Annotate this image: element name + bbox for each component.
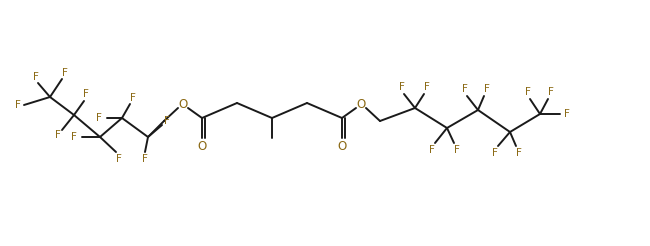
Text: O: O — [198, 140, 207, 154]
Text: O: O — [178, 98, 188, 111]
Text: O: O — [337, 140, 346, 154]
Text: F: F — [164, 116, 170, 126]
Text: F: F — [15, 100, 21, 110]
Text: F: F — [564, 109, 570, 119]
Text: F: F — [484, 84, 490, 94]
Text: F: F — [399, 82, 405, 92]
Text: F: F — [462, 84, 468, 94]
Text: O: O — [356, 98, 365, 111]
Text: F: F — [492, 148, 498, 158]
Text: F: F — [55, 130, 61, 140]
Text: F: F — [454, 145, 460, 155]
Text: F: F — [71, 132, 77, 142]
Text: F: F — [130, 93, 136, 103]
Text: F: F — [548, 87, 554, 97]
Text: F: F — [424, 82, 430, 92]
Text: F: F — [429, 145, 435, 155]
Text: F: F — [83, 89, 89, 99]
Text: F: F — [142, 154, 148, 164]
Text: F: F — [116, 154, 122, 164]
Text: F: F — [525, 87, 531, 97]
Text: F: F — [96, 113, 102, 123]
Text: F: F — [516, 148, 522, 158]
Text: F: F — [33, 72, 39, 82]
Text: F: F — [62, 68, 68, 78]
